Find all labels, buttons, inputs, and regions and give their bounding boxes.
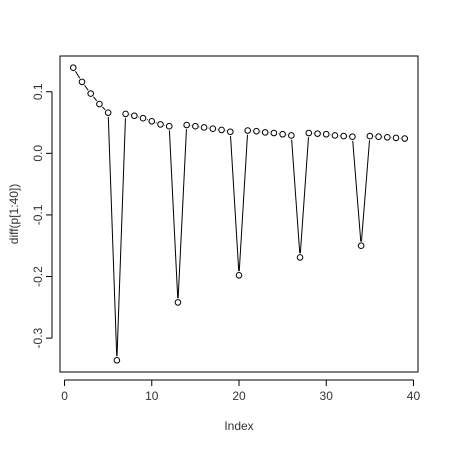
axes-layer: 0 10 20 30 40 0.1 0.0 -0.1 -0.2 -0.3 bbox=[31, 83, 420, 403]
x-tick-label: 10 bbox=[145, 389, 159, 403]
data-point bbox=[96, 100, 103, 108]
series-segment bbox=[168, 130, 179, 299]
data-point bbox=[87, 90, 95, 97]
y-tick-label: 0.1 bbox=[31, 83, 45, 100]
data-point bbox=[279, 130, 286, 138]
y-axis-title: diff(p[1:40]) bbox=[7, 184, 21, 244]
data-point bbox=[209, 125, 217, 132]
data-point bbox=[174, 299, 182, 306]
series-segment bbox=[299, 137, 309, 254]
data-point bbox=[69, 64, 77, 72]
data-point bbox=[331, 132, 339, 139]
data-point bbox=[104, 109, 112, 116]
series-segment bbox=[177, 129, 187, 299]
data-point bbox=[244, 127, 252, 134]
y-tick-label: 0.0 bbox=[31, 145, 45, 162]
data-point bbox=[165, 122, 173, 130]
data-point bbox=[218, 126, 225, 134]
data-point bbox=[183, 121, 190, 129]
data-point bbox=[401, 135, 409, 142]
data-points-layer bbox=[69, 64, 409, 364]
series-segment bbox=[230, 135, 240, 272]
x-tick-label: 20 bbox=[232, 389, 246, 403]
data-point bbox=[253, 127, 260, 135]
data-point bbox=[113, 356, 121, 364]
data-point bbox=[296, 254, 304, 261]
x-axis-title: Index bbox=[224, 419, 253, 433]
x-tick-label: 0 bbox=[61, 389, 68, 403]
data-point bbox=[148, 117, 156, 125]
data-point bbox=[192, 122, 199, 130]
series-segment bbox=[107, 116, 118, 357]
y-tick-label: -0.3 bbox=[31, 327, 45, 348]
series-segment bbox=[75, 71, 81, 79]
data-point bbox=[131, 112, 138, 120]
data-point bbox=[366, 132, 374, 140]
series-segment bbox=[102, 106, 106, 111]
data-point bbox=[357, 242, 365, 250]
data-point bbox=[340, 132, 347, 140]
data-point bbox=[226, 128, 234, 136]
data-point bbox=[314, 130, 321, 137]
data-point bbox=[375, 133, 382, 140]
y-tick-label: -0.2 bbox=[31, 266, 45, 287]
x-tick-label: 40 bbox=[407, 389, 421, 403]
data-point bbox=[261, 129, 269, 136]
y-tick-label: -0.1 bbox=[31, 204, 45, 225]
data-point bbox=[200, 124, 208, 131]
series-segment bbox=[291, 139, 301, 254]
series-segment bbox=[352, 140, 362, 242]
data-point bbox=[288, 132, 295, 139]
x-tick-label: 30 bbox=[320, 389, 334, 403]
data-point bbox=[322, 130, 330, 138]
data-point bbox=[305, 129, 313, 137]
data-point bbox=[78, 78, 86, 86]
series-segment bbox=[360, 140, 371, 242]
data-point bbox=[270, 129, 278, 137]
series-segment bbox=[93, 96, 98, 102]
data-point bbox=[157, 121, 164, 128]
data-point bbox=[349, 133, 356, 140]
data-point bbox=[383, 134, 391, 141]
data-point bbox=[392, 134, 400, 142]
plot-frame-layer bbox=[59, 55, 419, 373]
data-point bbox=[122, 110, 129, 118]
series-lines-layer bbox=[75, 71, 401, 357]
data-point bbox=[235, 271, 243, 279]
series-segment bbox=[116, 118, 126, 357]
series-segment bbox=[238, 134, 248, 272]
data-point bbox=[139, 114, 147, 122]
plot-frame bbox=[59, 55, 419, 373]
series-segment bbox=[84, 84, 89, 91]
